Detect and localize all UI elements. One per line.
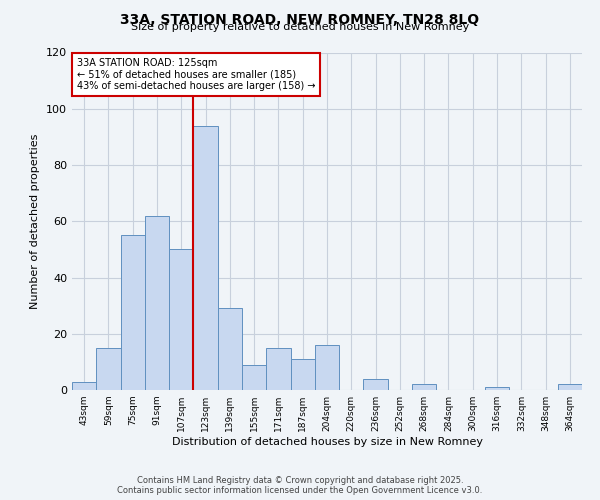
Text: 33A STATION ROAD: 125sqm
← 51% of detached houses are smaller (185)
43% of semi-: 33A STATION ROAD: 125sqm ← 51% of detach… <box>77 58 316 91</box>
Bar <box>145 216 169 390</box>
Bar <box>364 379 388 390</box>
Bar <box>121 236 145 390</box>
X-axis label: Distribution of detached houses by size in New Romney: Distribution of detached houses by size … <box>172 437 482 447</box>
Bar <box>169 250 193 390</box>
Bar <box>485 387 509 390</box>
Bar <box>266 348 290 390</box>
Bar <box>218 308 242 390</box>
Bar <box>242 364 266 390</box>
Bar <box>290 359 315 390</box>
Bar <box>193 126 218 390</box>
Text: Size of property relative to detached houses in New Romney: Size of property relative to detached ho… <box>131 22 469 32</box>
Bar <box>96 348 121 390</box>
Bar <box>315 345 339 390</box>
Bar <box>558 384 582 390</box>
Text: Contains HM Land Registry data © Crown copyright and database right 2025.
Contai: Contains HM Land Registry data © Crown c… <box>118 476 482 495</box>
Text: 33A, STATION ROAD, NEW ROMNEY, TN28 8LQ: 33A, STATION ROAD, NEW ROMNEY, TN28 8LQ <box>121 12 479 26</box>
Bar <box>412 384 436 390</box>
Y-axis label: Number of detached properties: Number of detached properties <box>31 134 40 309</box>
Bar <box>72 382 96 390</box>
